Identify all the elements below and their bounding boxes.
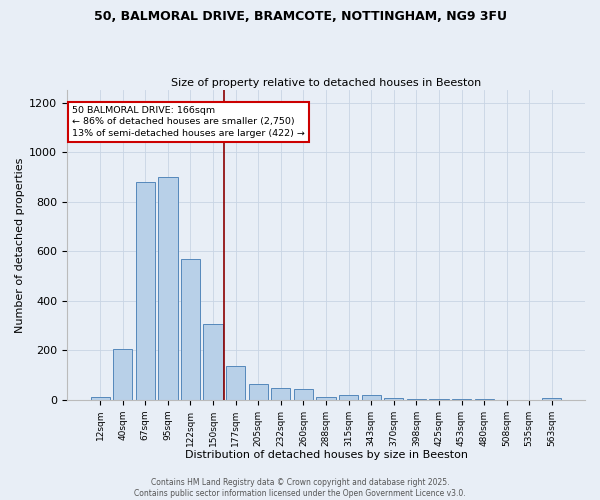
X-axis label: Distribution of detached houses by size in Beeston: Distribution of detached houses by size …	[185, 450, 467, 460]
Bar	[339, 395, 358, 400]
Bar	[136, 182, 155, 400]
Text: 50 BALMORAL DRIVE: 166sqm
← 86% of detached houses are smaller (2,750)
13% of se: 50 BALMORAL DRIVE: 166sqm ← 86% of detac…	[72, 106, 305, 138]
Bar	[113, 349, 133, 400]
Bar	[362, 395, 381, 400]
Bar	[181, 258, 200, 400]
Bar	[158, 177, 178, 400]
Bar	[430, 399, 449, 400]
Text: 50, BALMORAL DRIVE, BRAMCOTE, NOTTINGHAM, NG9 3FU: 50, BALMORAL DRIVE, BRAMCOTE, NOTTINGHAM…	[94, 10, 506, 23]
Bar	[452, 399, 471, 400]
Y-axis label: Number of detached properties: Number of detached properties	[15, 158, 25, 332]
Bar	[248, 384, 268, 400]
Title: Size of property relative to detached houses in Beeston: Size of property relative to detached ho…	[171, 78, 481, 88]
Bar	[407, 399, 426, 400]
Bar	[203, 324, 223, 400]
Bar	[384, 398, 403, 400]
Bar	[91, 398, 110, 400]
Bar	[271, 388, 290, 400]
Bar	[294, 390, 313, 400]
Bar	[542, 398, 562, 400]
Bar	[475, 399, 494, 400]
Text: Contains HM Land Registry data © Crown copyright and database right 2025.
Contai: Contains HM Land Registry data © Crown c…	[134, 478, 466, 498]
Bar	[316, 397, 335, 400]
Bar	[226, 366, 245, 400]
